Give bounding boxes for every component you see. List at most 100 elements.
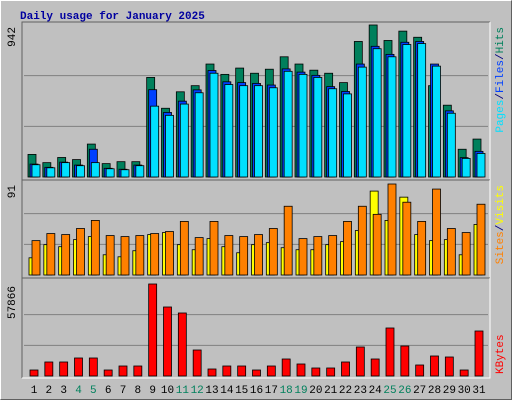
x-tick-label: 29 — [443, 385, 456, 397]
bar — [387, 56, 397, 178]
bar — [177, 312, 187, 377]
legend-entry: Pages — [495, 100, 507, 133]
x-tick-label: 9 — [149, 385, 156, 397]
bar — [224, 84, 234, 178]
bar — [459, 369, 469, 377]
x-tick-label: 13 — [205, 385, 218, 397]
bar — [341, 361, 350, 377]
bar — [357, 205, 367, 276]
bar — [135, 235, 145, 276]
legend-entry: Hits — [495, 27, 507, 53]
x-tick-label: 24 — [369, 385, 383, 397]
bar — [254, 234, 263, 276]
chart-title: Daily usage for January 2025 — [20, 11, 205, 23]
bar — [224, 235, 234, 276]
bar — [313, 77, 323, 178]
x-tick-label: 22 — [339, 385, 352, 397]
x-tick-label: 12 — [191, 385, 204, 397]
x-tick-label: 19 — [294, 385, 307, 397]
bar — [474, 330, 484, 377]
bar — [446, 112, 456, 178]
bar — [266, 365, 276, 377]
bar — [283, 70, 293, 178]
bar — [105, 168, 115, 178]
bar — [150, 233, 160, 276]
bar — [313, 236, 323, 276]
bar — [461, 158, 471, 178]
bar — [430, 355, 439, 377]
x-tick-label: 5 — [90, 385, 97, 397]
bar — [343, 93, 352, 178]
x-tick-label: 8 — [135, 385, 142, 397]
legend-entry: Files — [495, 60, 507, 93]
x-tick-label: 26 — [398, 385, 411, 397]
x-tick-label: 7 — [120, 385, 127, 397]
bar — [476, 203, 486, 276]
bar — [31, 240, 41, 276]
bar — [120, 169, 130, 178]
x-tick-label: 31 — [472, 385, 486, 397]
bar — [476, 153, 486, 178]
bar — [209, 72, 219, 178]
bar — [133, 365, 143, 377]
bar — [135, 165, 145, 178]
bar — [46, 167, 56, 178]
bar — [74, 357, 83, 377]
x-tick-label: 17 — [265, 385, 278, 397]
y-tick-label: 942 — [7, 27, 19, 47]
x-tick-label: 11 — [176, 385, 190, 397]
bar — [343, 221, 352, 276]
bar — [298, 73, 308, 178]
bar — [402, 44, 412, 178]
bar — [59, 361, 69, 377]
bar — [239, 236, 249, 276]
x-tick-label: 28 — [428, 385, 441, 397]
bar — [417, 43, 427, 178]
panel-edge-light — [22, 278, 491, 379]
legend: Sites/Visits — [495, 185, 507, 264]
bar — [103, 369, 113, 377]
bar — [239, 85, 249, 178]
bar — [150, 105, 160, 178]
x-tick-label: 30 — [458, 385, 471, 397]
bar — [165, 231, 174, 276]
bar — [194, 92, 204, 178]
bar — [207, 368, 217, 377]
bar — [179, 103, 189, 178]
x-tick-label: 16 — [250, 385, 263, 397]
bar — [268, 87, 278, 178]
x-tick-label: 18 — [280, 385, 293, 397]
legend-entry: Sites — [495, 231, 507, 264]
bar — [29, 369, 39, 377]
bar — [387, 183, 397, 276]
bar — [444, 356, 454, 377]
panel-edge-dark — [21, 277, 490, 378]
bar — [372, 213, 382, 276]
bar — [76, 165, 85, 178]
bar — [105, 235, 115, 276]
bar — [432, 65, 441, 178]
bar — [432, 188, 441, 276]
bar — [254, 85, 263, 178]
bar — [417, 221, 427, 276]
bar — [88, 357, 98, 377]
legend-entry: KBytes — [495, 334, 507, 374]
x-tick-label: 3 — [60, 385, 67, 397]
bar — [90, 220, 100, 276]
legend-separator: / — [495, 53, 507, 60]
legend: KBytes — [495, 334, 507, 374]
bar — [268, 228, 278, 276]
bar — [328, 235, 338, 276]
bar — [120, 236, 130, 276]
bar — [118, 365, 128, 377]
legend-separator: / — [495, 93, 507, 100]
panel-edge-dark — [21, 179, 490, 278]
bar — [209, 221, 219, 276]
bar — [252, 369, 261, 377]
x-tick-label: 15 — [235, 385, 248, 397]
bar — [163, 306, 172, 377]
bar — [31, 164, 41, 178]
bar — [311, 367, 321, 377]
